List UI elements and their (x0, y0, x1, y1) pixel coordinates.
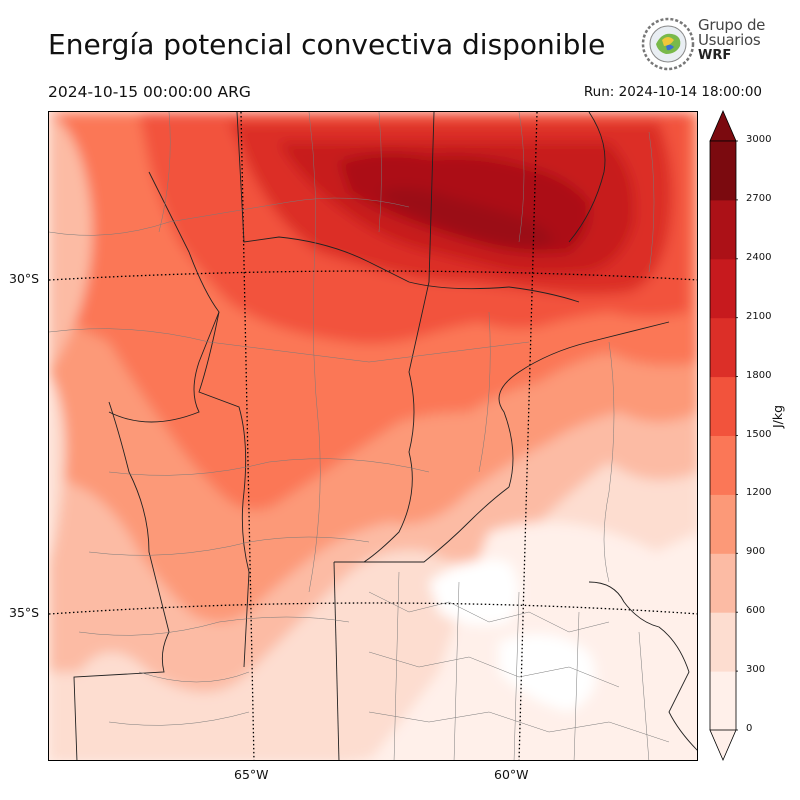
department-border (368, 651, 620, 688)
department-border (108, 458, 430, 476)
department-border (393, 571, 650, 760)
department-border (108, 671, 250, 726)
graticule-lon-60w (518, 112, 538, 760)
cape-pale-patch (499, 634, 596, 712)
colorbar-tick-label: 900 (746, 546, 766, 558)
colorbar-swatch (710, 376, 736, 436)
colorbar-tick-label: 1200 (746, 487, 772, 499)
colorbar-tick-label: 2700 (746, 192, 772, 204)
cape-field (49, 112, 697, 760)
colorbar-tick-label: 3000 (746, 134, 772, 145)
department-border (49, 328, 530, 363)
chart-title: Energía potencial convectiva disponible (48, 28, 606, 61)
cape-andes-patch (49, 112, 93, 372)
colorbar-tick-label: 2400 (746, 251, 772, 263)
colorbar-swatch (710, 553, 736, 613)
colorbar-extend-max (709, 110, 737, 142)
colorbar-tick-label: 1800 (746, 369, 772, 381)
valid-time: 2024-10-15 00:00:00 ARG (48, 83, 251, 101)
department-border (478, 311, 491, 473)
department-border (158, 112, 655, 273)
colorbar-swatch (710, 199, 736, 260)
logo: Grupo de Usuarios WRF (638, 14, 788, 74)
graticule-lat-30s (49, 270, 697, 281)
colorbar-swatch (710, 317, 736, 378)
colorbar-tick-label: 300 (746, 664, 766, 676)
colorbar-swatch (710, 671, 736, 731)
colorbar-swatch (710, 141, 736, 201)
province-border (236, 112, 580, 303)
colorbar-swatch (710, 494, 736, 554)
coastline (588, 581, 697, 751)
province-border (73, 401, 170, 760)
colorbar-swatch (710, 612, 736, 672)
globe-icon (641, 17, 695, 71)
lon-label-60w: 60°W (494, 767, 529, 782)
colorbar (709, 110, 738, 762)
colorbar-units: J/kg (770, 404, 785, 428)
logo-line-1: Grupo de (698, 16, 766, 34)
cape-andes-patch (49, 372, 65, 562)
province-border (334, 486, 510, 563)
lat-label-30s: 30°S (9, 271, 40, 286)
lon-label-65w: 65°W (234, 767, 269, 782)
department-border (368, 711, 670, 743)
colorbar-tick-label: 0 (746, 723, 753, 734)
map-panel (48, 111, 698, 761)
department-border (78, 616, 350, 636)
colorbar-tick-label: 1500 (746, 428, 772, 440)
colorbar-extend-min (709, 729, 737, 762)
cape-pale-patch (429, 559, 519, 626)
logo-line-3: WRF (698, 48, 732, 63)
department-border (368, 591, 610, 633)
province-border (198, 311, 250, 668)
department-border (603, 341, 615, 583)
department-border (308, 112, 321, 593)
department-border (88, 536, 370, 556)
cape-band-9 (379, 188, 554, 247)
colorbar-tick-label: 600 (746, 605, 766, 617)
province-border (333, 561, 340, 760)
colorbar-swatch (710, 435, 736, 495)
logo-line-2: Usuarios (698, 31, 761, 49)
province-border (568, 112, 606, 243)
province-border (498, 321, 670, 488)
graticule-lat-35s (49, 602, 697, 615)
colorbar-swatch (710, 258, 736, 319)
department-border (49, 197, 410, 236)
lat-label-35s: 35°S (9, 605, 40, 620)
colorbar-tick-label: 2100 (746, 310, 772, 322)
run-time: Run: 2024-10-14 18:00:00 (583, 84, 762, 100)
province-border (363, 112, 435, 563)
